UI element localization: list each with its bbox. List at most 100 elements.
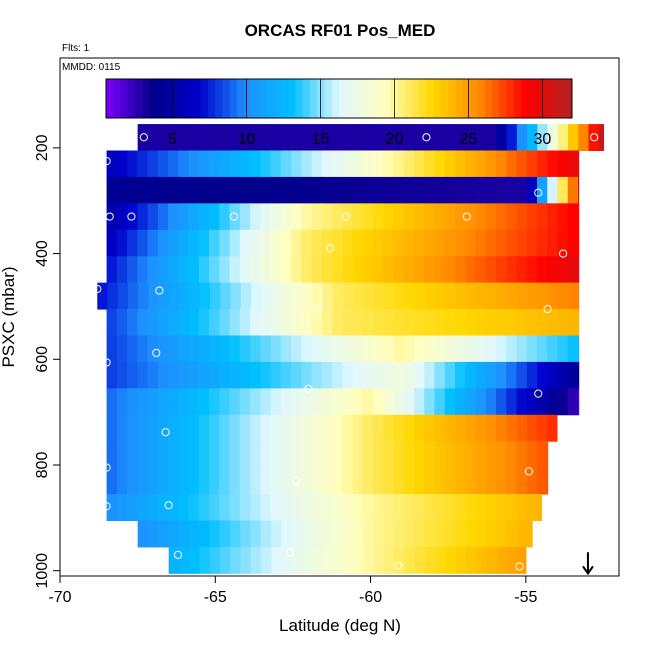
x-axis: -70 -65 -60 -55 bbox=[48, 575, 537, 606]
heatmap-cell bbox=[128, 282, 139, 310]
heatmap-cell bbox=[352, 335, 364, 363]
heatmap-cell bbox=[526, 176, 538, 204]
heatmap-cell bbox=[270, 335, 282, 363]
heatmap-cell bbox=[363, 124, 374, 151]
heatmap-cell bbox=[280, 494, 292, 521]
heatmap-cell bbox=[475, 520, 487, 548]
heatmap-cell bbox=[270, 124, 282, 151]
heatmap-cell bbox=[178, 335, 190, 363]
heatmap-cell bbox=[455, 361, 466, 389]
heatmap-cell bbox=[362, 467, 374, 495]
heatmap-cell bbox=[435, 282, 447, 310]
heatmap-cell bbox=[362, 414, 374, 442]
heatmap-cell bbox=[147, 414, 159, 442]
heatmap-cell bbox=[321, 467, 333, 495]
heatmap-cell bbox=[383, 150, 395, 178]
heatmap-cell bbox=[547, 124, 559, 151]
colorbar-tick-label: 10 bbox=[238, 131, 256, 148]
heatmap-cell bbox=[291, 361, 302, 389]
sample-point bbox=[139, 133, 148, 142]
heatmap-cell bbox=[311, 150, 323, 178]
heatmap-cell bbox=[434, 203, 446, 231]
heatmap-cell bbox=[475, 388, 487, 416]
heatmap-cell bbox=[567, 309, 579, 336]
colorbar-segment bbox=[419, 79, 427, 118]
y-axis: 200 400 600 800 1000 bbox=[34, 134, 61, 589]
colorbar-segment bbox=[178, 79, 187, 118]
heatmap-cell bbox=[444, 229, 456, 257]
heatmap-cell bbox=[424, 546, 436, 574]
heatmap-cell bbox=[260, 124, 272, 151]
heatmap-cell bbox=[311, 309, 323, 336]
heatmap-cell bbox=[219, 203, 231, 231]
colorbar-segment bbox=[186, 79, 194, 118]
heatmap-cell bbox=[393, 256, 405, 284]
heatmap-cell bbox=[526, 494, 538, 521]
heatmap-cell bbox=[444, 441, 456, 469]
colorbar-segment bbox=[331, 79, 340, 118]
sample-point bbox=[285, 548, 294, 557]
heatmap-cell bbox=[485, 176, 497, 204]
heatmap-cell bbox=[311, 520, 323, 548]
sample-point bbox=[105, 212, 114, 221]
colorbar-segment bbox=[499, 79, 507, 118]
heatmap-cell bbox=[383, 256, 395, 284]
heatmap-cell bbox=[209, 361, 220, 389]
heatmap-cell bbox=[219, 124, 231, 151]
heatmap-cell bbox=[198, 467, 210, 495]
heatmap-cell bbox=[168, 520, 180, 548]
heatmap-cell bbox=[188, 414, 200, 442]
heatmap-cell bbox=[568, 124, 579, 151]
heatmap-cell bbox=[280, 388, 292, 416]
heatmap-cell bbox=[567, 256, 579, 284]
x-tick-label: -55 bbox=[514, 589, 537, 606]
colorbar-segment bbox=[215, 79, 223, 118]
heatmap-cell bbox=[557, 335, 569, 363]
heatmap-cell bbox=[147, 494, 159, 521]
heatmap-cell bbox=[301, 256, 313, 284]
heatmap-cell bbox=[188, 494, 200, 521]
heatmap-cell bbox=[321, 229, 333, 257]
heatmap-cell bbox=[321, 414, 333, 442]
heatmap-cell bbox=[465, 176, 477, 204]
colorbar-segment bbox=[280, 79, 289, 118]
heatmap-cell bbox=[291, 282, 303, 310]
heatmap-cell bbox=[198, 361, 210, 389]
colorbar-segment bbox=[251, 79, 260, 118]
heatmap-cell bbox=[291, 520, 303, 548]
heatmap-cell bbox=[475, 414, 487, 442]
heatmap-cell bbox=[311, 176, 323, 204]
colorbar-segment bbox=[135, 79, 143, 118]
heatmap-cell bbox=[332, 546, 344, 574]
colorbar-segment bbox=[156, 79, 165, 118]
heatmap-cell bbox=[393, 335, 405, 363]
heatmap-cell bbox=[384, 282, 396, 310]
heatmap-cell bbox=[352, 414, 364, 442]
sample-point bbox=[462, 212, 471, 221]
heatmap-cell bbox=[127, 414, 138, 442]
heatmap-cell bbox=[311, 361, 323, 389]
heatmap-cell bbox=[578, 309, 580, 336]
heatmap-cell bbox=[567, 150, 579, 178]
heatmap-cell bbox=[475, 150, 487, 178]
heatmap-cell bbox=[352, 150, 364, 178]
heatmap-cell bbox=[342, 388, 354, 416]
heatmap-cell bbox=[516, 150, 528, 178]
heatmap-cell bbox=[116, 388, 128, 416]
heatmap-cell bbox=[352, 467, 364, 495]
heatmap-cell bbox=[97, 282, 109, 310]
heatmap-cell bbox=[526, 388, 538, 416]
heatmap-cell bbox=[455, 282, 467, 310]
arrow-head bbox=[582, 565, 594, 576]
heatmap-cell bbox=[188, 335, 200, 363]
heatmap-cell bbox=[229, 124, 241, 151]
heatmap-cell bbox=[250, 546, 262, 574]
heatmap-cell bbox=[537, 414, 548, 442]
heatmap-cell bbox=[127, 441, 138, 469]
heatmap-cell bbox=[240, 282, 252, 310]
heatmap-cell bbox=[127, 150, 138, 178]
heatmap-cell bbox=[486, 546, 498, 574]
heatmap-cell bbox=[393, 467, 405, 495]
colorbar-segment bbox=[557, 79, 566, 118]
heatmap-cell bbox=[311, 494, 323, 521]
